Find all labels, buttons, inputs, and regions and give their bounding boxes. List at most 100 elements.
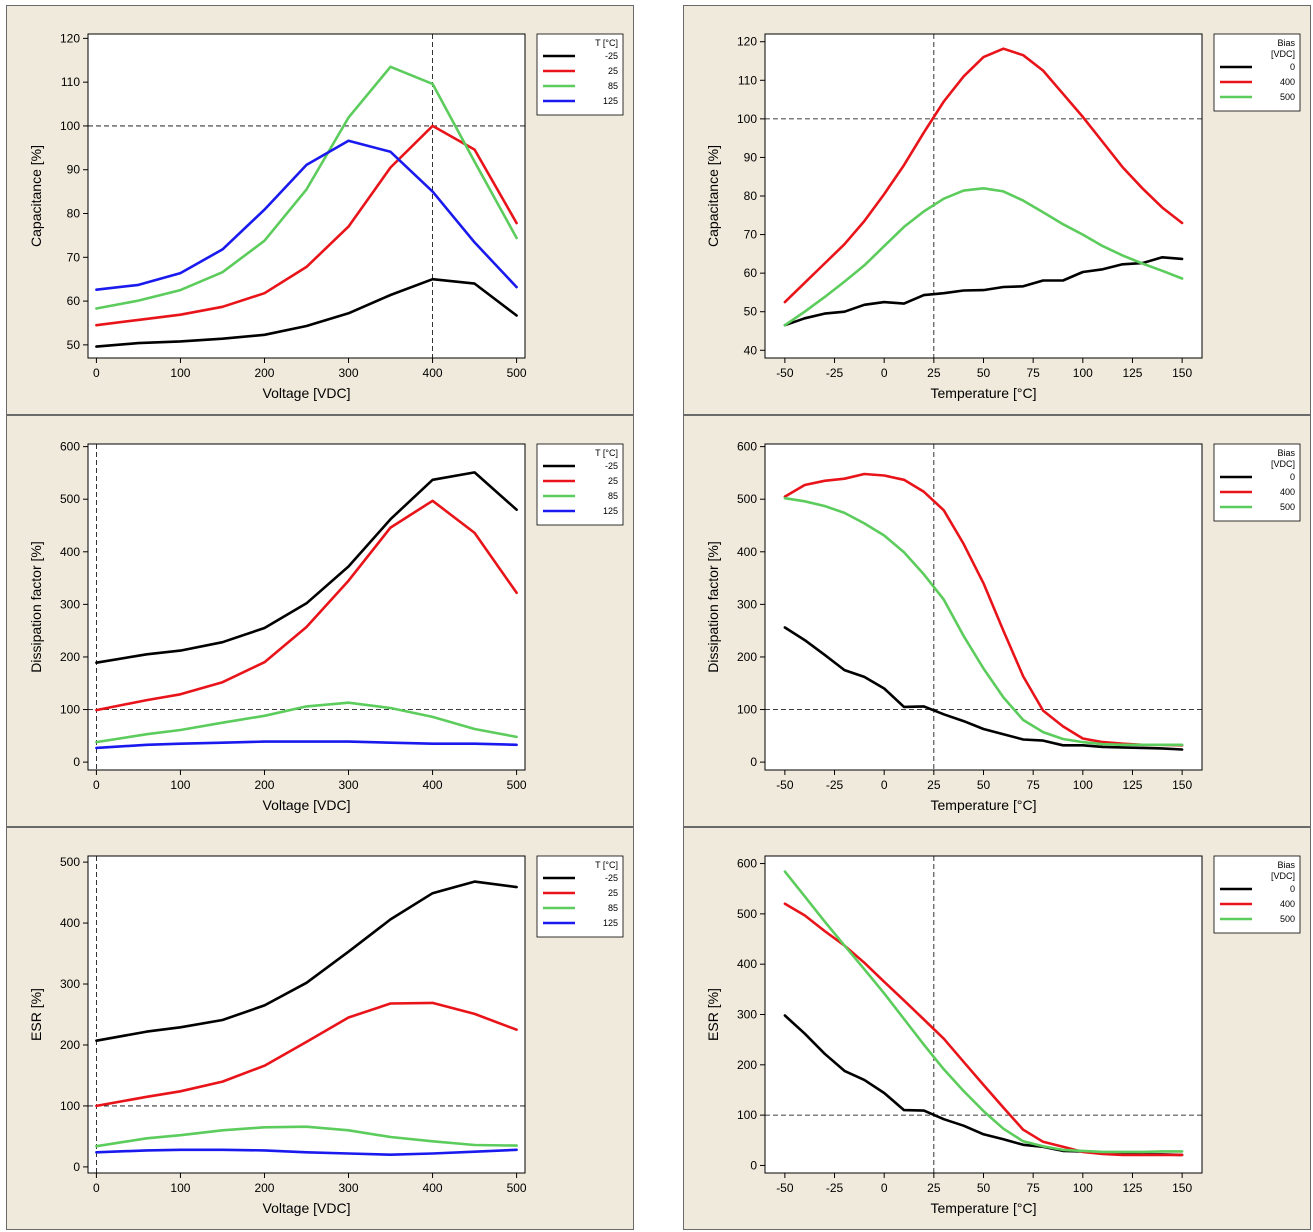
x-tick-label: 75	[1026, 366, 1040, 380]
y-tick-label: 400	[737, 957, 757, 971]
x-tick-label: 25	[927, 778, 941, 792]
series-line-125	[95, 1148, 518, 1157]
x-tick-label: -25	[826, 366, 844, 380]
y-tick-label: 0	[73, 755, 80, 769]
x-tick-label: 25	[927, 1181, 941, 1195]
y-tick-label: 200	[737, 1058, 757, 1072]
y-tick-label: 40	[744, 343, 758, 357]
y-axis-label: ESR [%]	[28, 988, 44, 1041]
legend-title: Bias	[1277, 448, 1295, 458]
series-line-400	[783, 472, 1184, 747]
y-axis-label: Capacitance [%]	[705, 145, 721, 247]
y-tick-label: 100	[60, 703, 80, 717]
series-line-500	[783, 496, 1184, 747]
x-tick-label: 0	[93, 778, 100, 792]
chart-panel-esr-vs-voltage: 0 100 200 300 400 500 0 100 200 300 400 500 Voltage …	[6, 827, 634, 1230]
x-tick-label: 0	[881, 366, 888, 380]
x-tick-label: 0	[881, 778, 888, 792]
x-axis-label: Voltage [VDC]	[263, 1200, 351, 1216]
y-tick-label: 600	[60, 440, 80, 454]
y-tick-label: 500	[737, 492, 757, 506]
y-tick-label: 0	[750, 755, 757, 769]
y-tick-label: 500	[60, 492, 80, 506]
y-tick-label: 110	[61, 75, 80, 89]
chart-svg: 0 100 200 300 400 500 50 60 70 80 90 100 110 120 Volta…	[28, 31, 624, 401]
series-line-25	[95, 499, 518, 712]
y-tick-label: 50	[67, 338, 81, 352]
series-line-85	[95, 65, 518, 310]
x-tick-label: 125	[1122, 366, 1142, 380]
x-axis-label: Voltage [VDC]	[263, 797, 351, 813]
x-tick-label: 150	[1172, 778, 1192, 792]
y-tick-label: 300	[737, 597, 757, 611]
legend-entry: 0	[1290, 62, 1295, 72]
y-tick-label: 100	[60, 1099, 80, 1113]
legend-entry: -25	[605, 461, 618, 471]
y-tick-label: 120	[60, 31, 80, 45]
x-tick-label: 300	[339, 778, 359, 792]
y-tick-label: 300	[60, 597, 80, 611]
x-tick-label: 0	[93, 366, 100, 380]
series-line--25	[95, 277, 518, 348]
legend-entry: 0	[1290, 884, 1295, 894]
plot-area	[764, 443, 1203, 771]
legend-entry: 500	[1280, 502, 1295, 512]
y-tick-label: 120	[737, 35, 757, 49]
y-tick-label: 300	[60, 977, 80, 991]
x-tick-label: 100	[1073, 366, 1093, 380]
series-line-500	[783, 187, 1184, 327]
y-tick-label: 300	[737, 1008, 757, 1022]
x-tick-label: 150	[1172, 366, 1192, 380]
y-tick-label: 60	[744, 266, 758, 280]
legend-entry: 25	[608, 66, 618, 76]
y-tick-label: 0	[750, 1158, 757, 1172]
x-tick-label: 100	[170, 366, 190, 380]
legend-entry: 125	[603, 96, 618, 106]
plot-area	[764, 855, 1203, 1174]
legend-entry: 500	[1280, 92, 1295, 102]
x-tick-label: 50	[977, 778, 991, 792]
series-line-125	[95, 740, 518, 750]
x-tick-label: 50	[977, 366, 991, 380]
x-axis-label: Temperature [°C]	[931, 797, 1037, 813]
x-tick-label: 100	[170, 778, 190, 792]
plot-area	[87, 443, 526, 771]
legend-entry: 400	[1280, 487, 1295, 497]
y-tick-label: 110	[738, 73, 757, 87]
y-tick-label: 70	[67, 250, 81, 264]
x-tick-label: -25	[826, 1181, 844, 1195]
series-line-25	[95, 124, 518, 327]
x-tick-label: 200	[254, 366, 274, 380]
x-tick-label: -50	[776, 1181, 794, 1195]
y-tick-label: 100	[60, 119, 80, 133]
legend-entry: 25	[608, 888, 618, 898]
x-tick-label: 300	[339, 366, 359, 380]
legend-entry: 400	[1280, 899, 1295, 909]
y-tick-label: 80	[67, 207, 81, 221]
y-tick-label: 100	[737, 703, 757, 717]
plot-area	[764, 33, 1203, 359]
x-tick-label: -50	[776, 778, 794, 792]
x-tick-label: 400	[423, 366, 443, 380]
y-tick-label: 200	[60, 1038, 80, 1052]
x-tick-label: 200	[254, 1181, 274, 1195]
legend-entry: 85	[608, 903, 618, 913]
x-tick-label: 100	[1073, 1181, 1093, 1195]
x-tick-label: 400	[423, 778, 443, 792]
legend-entry: 125	[603, 918, 618, 928]
x-axis-label: Voltage [VDC]	[263, 385, 351, 401]
y-tick-label: 500	[737, 907, 757, 921]
chart-panel-capacitance-vs-voltage: 0 100 200 300 400 500 50 60 70 80 90 100 110 120 Volta…	[6, 5, 634, 415]
x-tick-label: 0	[881, 1181, 888, 1195]
series-line-85	[95, 701, 518, 744]
x-tick-label: 125	[1122, 778, 1142, 792]
y-tick-label: 500	[60, 855, 80, 869]
series-line--25	[95, 471, 518, 664]
plot-area	[87, 855, 526, 1174]
series-line-500	[783, 870, 1184, 1154]
y-tick-label: 60	[67, 294, 81, 308]
chart-svg: -50 -25 0 25 50 75 100 125 150 0 100 200 300 400 500 60…	[705, 440, 1301, 813]
x-tick-label: 0	[93, 1181, 100, 1195]
legend-title: Bias	[1277, 860, 1295, 870]
legend-entry: 125	[603, 506, 618, 516]
